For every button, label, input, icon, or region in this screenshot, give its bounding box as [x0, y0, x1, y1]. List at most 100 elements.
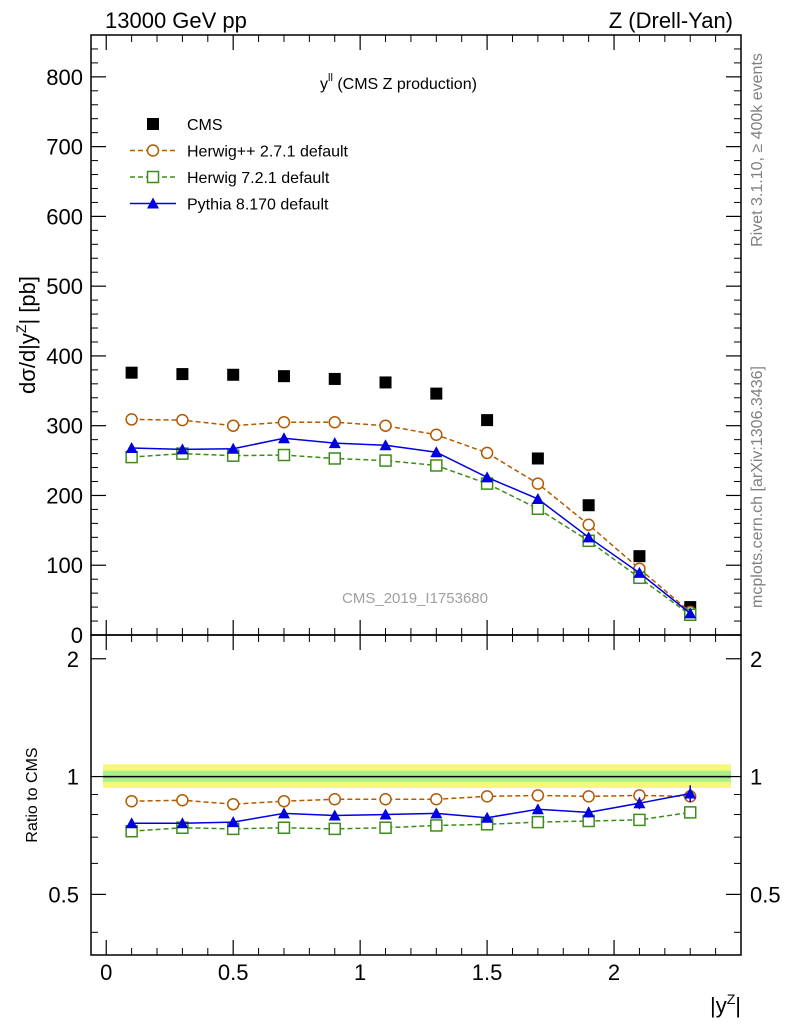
ratio-point-pythia-8-170-default [328, 809, 341, 821]
main-point-herwig-2-7-1-default [582, 518, 595, 532]
main-point-cms [125, 366, 138, 379]
main-axis-ticks: 0 100 200 300 400 500 600 700 800 [46, 35, 741, 648]
ratio-ytick-label-right: 0.5 [750, 882, 781, 907]
main-point-pythia-8-170-default [582, 531, 595, 543]
ratio-point-herwig-2-7-1-default [176, 793, 189, 807]
rivet-label: Rivet 3.1.10, ≥ 400k events [749, 53, 766, 247]
main-point-pythia-8-170-default [684, 607, 697, 619]
main-point-herwig-7-2-1-default [379, 454, 392, 467]
ratio-line-pythia-8-170-default [131, 792, 691, 824]
header-right: Z (Drell-Yan) [609, 8, 733, 33]
ratio-ytick-label: 0.5 [48, 882, 79, 907]
main-panel: yll (CMS Z production) dσ/d|yZ| [pb] CMS… [13, 34, 742, 648]
ratio-series-pythia-8-170-default [125, 785, 697, 829]
main-point-pythia-8-170-default [277, 432, 290, 444]
ratio-point-herwig-2-7-1-default [125, 794, 138, 808]
main-line-pythia-8-170-default [131, 437, 691, 614]
ratio-point-herwig-2-7-1-default [277, 794, 291, 808]
legend-entry-herwig-7-2-1-default: Herwig 7.2.1 default [130, 170, 330, 187]
ratio-point-pythia-8-170-default [379, 808, 392, 820]
main-point-cms [481, 414, 494, 427]
ratio-point-herwig-7-2-1-default [430, 819, 443, 832]
legend-marker [147, 118, 159, 130]
main-ytick-label: 400 [46, 344, 83, 369]
main-series-herwig-2-7-1-default [125, 413, 697, 619]
main-point-herwig-7-2-1-default [277, 448, 291, 462]
legend-entry-herwig-2-7-1-default: Herwig++ 2.7.1 default [130, 144, 349, 161]
main-point-pythia-8-170-default [227, 442, 240, 454]
main-point-pythia-8-170-default [481, 471, 494, 483]
watermark: CMS_2019_I1753680 [342, 590, 488, 607]
ratio-point-herwig-2-7-1-default [226, 797, 240, 811]
ratio-point-herwig-2-7-1-default [582, 790, 595, 803]
main-ytick-label: 0 [71, 623, 83, 648]
ratio-point-herwig-2-7-1-default [531, 789, 545, 802]
ratio-line-herwig-7-2-1-default [131, 811, 691, 832]
ratio-ytick-label: 2 [67, 647, 79, 672]
ratio-point-pythia-8-170-default [582, 806, 595, 818]
ratio-point-pythia-8-170-default [176, 817, 189, 829]
main-point-herwig-2-7-1-default [328, 415, 341, 429]
ratio-ytick-label-right: 1 [750, 765, 762, 790]
ratio-point-herwig-2-7-1-default [328, 793, 341, 806]
main-ytick-label: 300 [46, 414, 83, 439]
legend-marker [146, 144, 160, 157]
main-ytick-label: 700 [46, 135, 83, 160]
legend-marker [147, 197, 159, 209]
ratio-point-pythia-8-170-default [125, 817, 138, 829]
main-point-cms [176, 368, 189, 381]
ratio-line-herwig-2-7-1-default [131, 794, 691, 805]
legend-label: Herwig 7.2.1 default [187, 170, 330, 187]
legend-label: Herwig++ 2.7.1 default [187, 144, 349, 161]
ratio-xlabel: |yZ| [710, 991, 741, 1018]
mcplots-label: mcplots.cern.ch [arXiv:1306.3436] [749, 366, 766, 608]
legend-label: CMS [187, 117, 223, 134]
ratio-ytick-label: 1 [67, 765, 79, 790]
main-point-pythia-8-170-default [176, 443, 189, 455]
main-point-cms [227, 368, 240, 381]
ratio-point-pythia-8-170-default [430, 807, 443, 819]
main-ytick-label: 100 [46, 553, 83, 578]
ratio-xtick-label: 1.5 [472, 960, 503, 985]
ratio-point-pythia-8-170-default [684, 787, 697, 799]
ratio-point-herwig-2-7-1-default [379, 793, 392, 806]
main-point-herwig-2-7-1-default [430, 428, 443, 442]
ratio-ylabel: Ratio to CMS [24, 747, 41, 842]
ratio-point-herwig-2-7-1-default [480, 790, 494, 803]
main-point-pythia-8-170-default [633, 566, 646, 578]
ratio-axis-ticks: 0.5 0.5 1 1 2 2 0 0.5 1 1.5 2 [48, 635, 781, 985]
legend-label: Pythia 8.170 default [187, 197, 329, 214]
ratio-frame [90, 634, 742, 956]
header-left: 13000 GeV pp [105, 8, 247, 33]
ratio-point-pythia-8-170-default [277, 807, 290, 819]
ratio-xtick-label: 0.5 [218, 960, 249, 985]
ratio-point-herwig-7-2-1-default [379, 821, 392, 834]
main-point-cms [379, 376, 392, 389]
main-point-pythia-8-170-default [531, 492, 544, 504]
ratio-panel: Ratio to CMS |yZ| 0.5 0.5 1 1 2 2 0 0.5 1 1.5 2 [24, 634, 781, 1018]
legend: CMS Herwig++ 2.7.1 default Herwig 7.2.1 de… [130, 117, 349, 214]
ratio-point-pythia-8-170-default [633, 797, 646, 809]
ratio-series-herwig-7-2-1-default [125, 806, 697, 838]
main-series-pythia-8-170-default [125, 432, 697, 619]
main-point-herwig-2-7-1-default [176, 413, 189, 427]
ratio-point-herwig-2-7-1-default [430, 793, 443, 806]
ratio-xtick-label: 0 [100, 960, 112, 985]
ratio-ytick-label-right: 2 [750, 647, 762, 672]
main-point-herwig-7-2-1-default [328, 452, 341, 465]
ratio-point-herwig-7-2-1-default [277, 821, 291, 834]
main-point-cms [328, 372, 341, 385]
main-ytick-label: 800 [46, 65, 83, 90]
main-point-herwig-2-7-1-default [480, 446, 494, 460]
main-point-pythia-8-170-default [328, 437, 341, 449]
main-point-cms [582, 499, 595, 512]
main-point-herwig-7-2-1-default [125, 450, 138, 464]
ratio-point-herwig-7-2-1-default [328, 822, 341, 836]
main-series-cms [125, 366, 697, 614]
ratio-data-marks [125, 785, 697, 838]
main-point-herwig-2-7-1-default [379, 419, 392, 432]
legend-entry-pythia-8-170-default: Pythia 8.170 default [130, 197, 329, 214]
main-point-herwig-2-7-1-default [226, 419, 240, 432]
main-point-herwig-7-2-1-default [531, 502, 545, 515]
